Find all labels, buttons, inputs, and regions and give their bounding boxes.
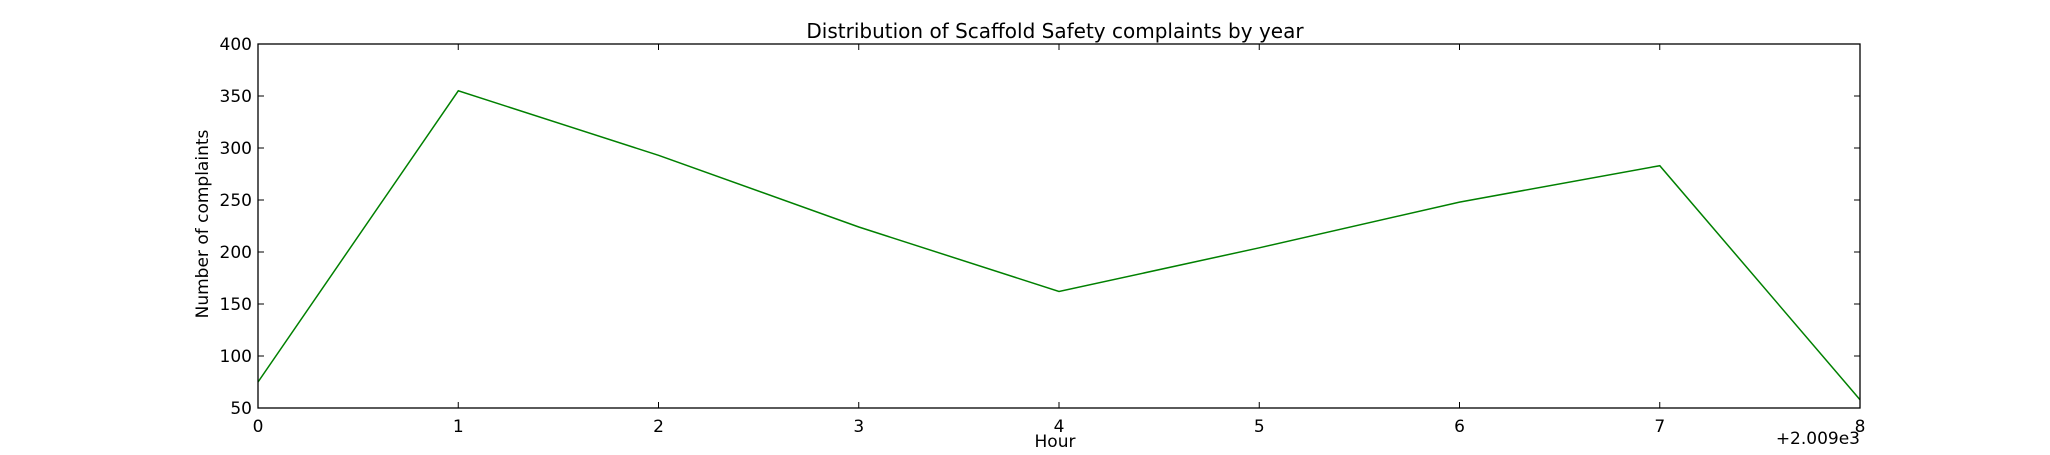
chart-title: Distribution of Scaffold Safety complain…: [806, 19, 1304, 43]
x-tick-label: 6: [1454, 417, 1465, 437]
y-tick-label: 400: [220, 35, 252, 55]
y-axis-label: Number of complaints: [193, 129, 213, 318]
x-tick-label: 5: [1254, 417, 1265, 437]
y-tick-label: 250: [220, 191, 252, 211]
x-tick-label: 8: [1855, 417, 1866, 437]
y-tick-label: 350: [220, 87, 252, 107]
series-line: [258, 91, 1860, 400]
x-tick-label: 1: [453, 417, 464, 437]
plot-frame: [258, 44, 1860, 408]
x-tick-label: 2: [653, 417, 664, 437]
x-tick-label: 4: [1054, 417, 1065, 437]
y-tick-label: 300: [220, 139, 252, 159]
x-tick-label: 7: [1654, 417, 1665, 437]
y-tick-label: 100: [220, 347, 252, 367]
ticks-layer: 0 1 2 3 4 5 6 7 8 50 100 150 200 250 300 350 400: [220, 35, 1866, 437]
x-axis-offset-label: +2.009e3: [1776, 429, 1860, 449]
x-tick-label: 3: [853, 417, 864, 437]
x-tick-label: 0: [253, 417, 264, 437]
y-tick-label: 50: [230, 399, 252, 419]
y-tick-label: 150: [220, 295, 252, 315]
y-tick-label: 200: [220, 243, 252, 263]
series-layer: [258, 91, 1860, 400]
